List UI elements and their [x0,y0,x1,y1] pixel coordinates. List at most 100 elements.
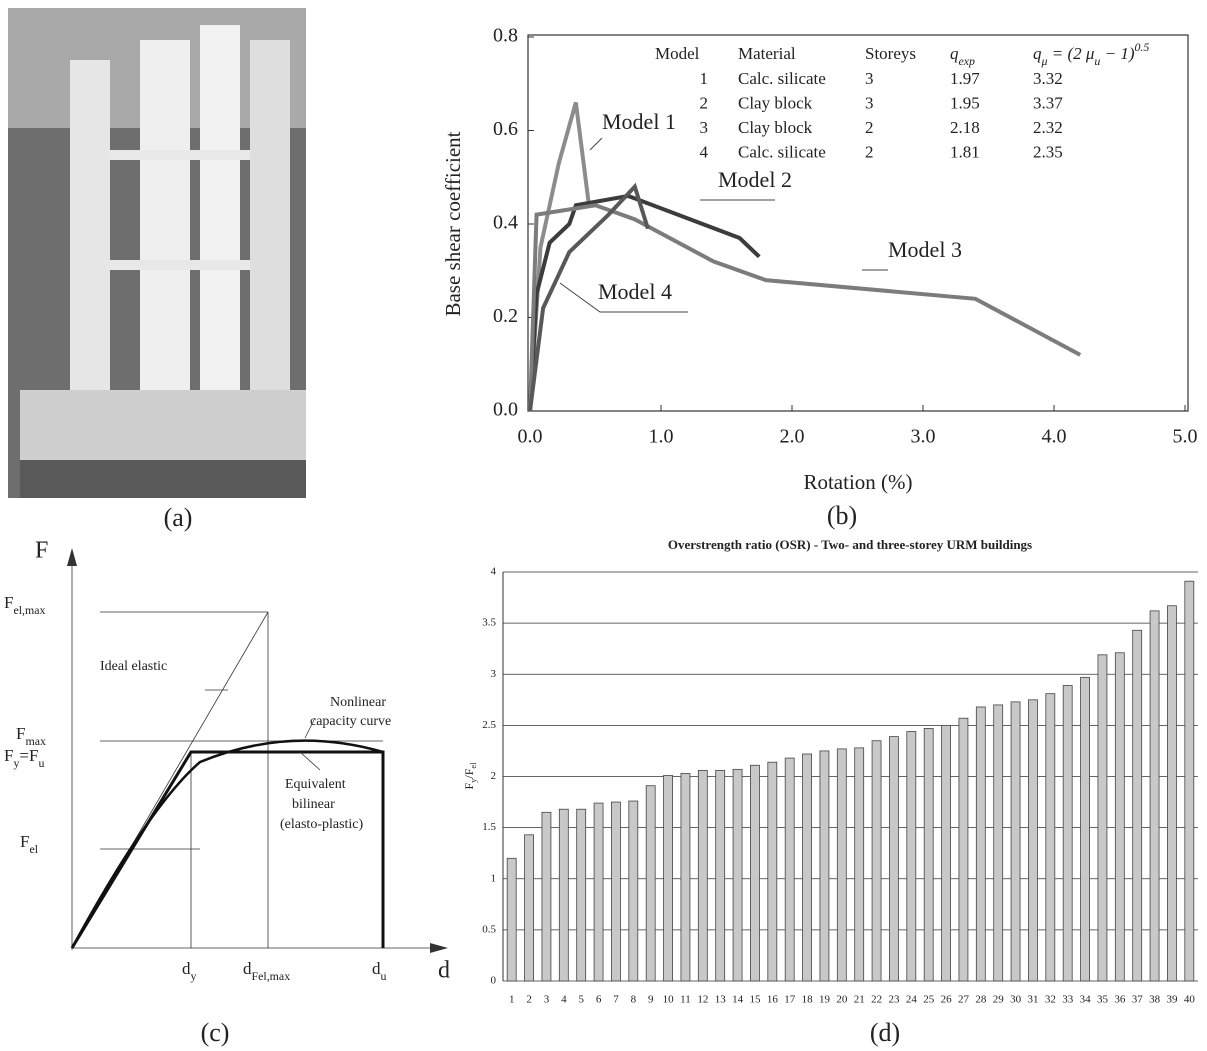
bar [820,751,829,981]
y-level-label-part: F [20,832,29,851]
table-cell: 2.32 [1033,118,1063,137]
bar [1011,702,1020,981]
table-cell: Calc. silicate [738,142,826,161]
table-header-part: exp [959,54,976,68]
bar [942,725,951,981]
y-tick-label: 2.5 [482,719,496,731]
bar [542,812,551,981]
x-tick-label: 15 [749,994,761,1006]
x-tick-label: 10 [663,994,675,1006]
table-cell: 3 [865,69,874,88]
bar [1185,581,1194,981]
x-tick-label: 40 [1184,994,1196,1006]
table-cell: 2 [865,118,874,137]
x-tick-label: 32 [1045,994,1056,1006]
x-tick-label: 38 [1149,994,1161,1006]
x-tick-label: 23 [888,994,900,1006]
annotation: Ideal elastic [100,659,167,674]
x-tick-label: 17 [784,994,796,1006]
x-tick-label: 36 [1114,994,1126,1006]
x-tick-label: 1.0 [649,426,674,448]
x-tick-label: 2.0 [780,426,805,448]
x-tick-label: 18 [802,994,814,1006]
bar [507,858,516,981]
annotation: bilinear [292,797,335,812]
bar [924,728,933,981]
x-tick-label: 6 [596,994,602,1006]
x-tick-label: 31 [1027,994,1038,1006]
y-level-label-part: F [4,746,13,765]
axis-label: d [438,958,450,984]
legend-label: Model 1 [602,109,676,134]
x-tick-label: 16 [767,994,779,1006]
x-level-label-part: y [191,969,197,983]
y-tick-label: 0.6 [493,118,518,140]
caption: (a) [164,503,193,532]
x-tick-label: 27 [958,994,970,1006]
bar [525,835,534,981]
photo [8,8,306,498]
y-level-label-part: u [38,756,44,770]
y-level-label: Fy=Fu [4,746,44,770]
bar [716,770,725,981]
table-cell: 3.32 [1033,69,1063,88]
x-tick-label: 22 [871,994,882,1006]
x-tick-label: 12 [697,994,708,1006]
table-cell: 2.18 [950,118,980,137]
x-tick-label: 20 [836,994,848,1006]
x-tick-label: 39 [1166,994,1178,1006]
x-tick-label: 28 [975,994,987,1006]
bar [1167,606,1176,981]
y-tick-label: 0.0 [493,399,518,421]
bar [1133,630,1142,981]
annotation: capacity curve [310,714,391,729]
series-line [530,102,589,411]
diagram [67,548,448,953]
x-level-label-part: u [381,969,387,983]
x-tick-label: 1 [509,994,515,1006]
y-tick-label: 1 [491,872,497,884]
y-level-label-part: =F [19,746,38,765]
x-tick-label: 0.0 [518,426,543,448]
x-tick-label: 14 [732,994,744,1006]
bar [1098,655,1107,981]
bar [611,802,620,981]
bar [646,786,655,981]
annotation: Nonlinear [330,695,386,710]
y-level-label: Fmax [16,724,46,748]
bar [855,748,864,981]
x-tick-label: 34 [1080,994,1092,1006]
table-header: qμ = (2 μu − 1)0.5 [1033,40,1149,68]
x-level-label-part: Fel,max [252,969,291,983]
legend-label: Model 3 [888,237,962,262]
bar [681,773,690,981]
y-tick-label: 3 [491,668,497,680]
x-tick-label: 29 [993,994,1005,1006]
x-tick-label: 7 [613,994,619,1006]
leader-line [590,138,602,150]
bar [768,762,777,981]
table-cell: 3 [700,118,709,137]
table-cell: Calc. silicate [738,69,826,88]
x-tick-label: 4 [561,994,567,1006]
x-tick-label: 37 [1132,994,1144,1006]
x-tick-label: 30 [1010,994,1022,1006]
x-tick-label: 19 [819,994,831,1006]
table-cell: 3.37 [1033,93,1063,112]
x-tick-label: 5.0 [1173,426,1198,448]
x-tick-label: 11 [680,994,691,1006]
bar [577,809,586,981]
bar [837,749,846,981]
table-header: Storeys [865,44,916,63]
bar [959,718,968,981]
bar [803,754,812,981]
bar [1046,694,1055,981]
x-level-label: du [372,959,387,983]
bar [1063,685,1072,981]
y-level-label-part: el [29,842,38,856]
table-header-part: − 1) [1100,44,1134,63]
bar [559,809,568,981]
table-header-part: 0.5 [1134,40,1149,54]
caption: (b) [827,501,857,530]
y-tick-label: 1.5 [482,821,496,833]
